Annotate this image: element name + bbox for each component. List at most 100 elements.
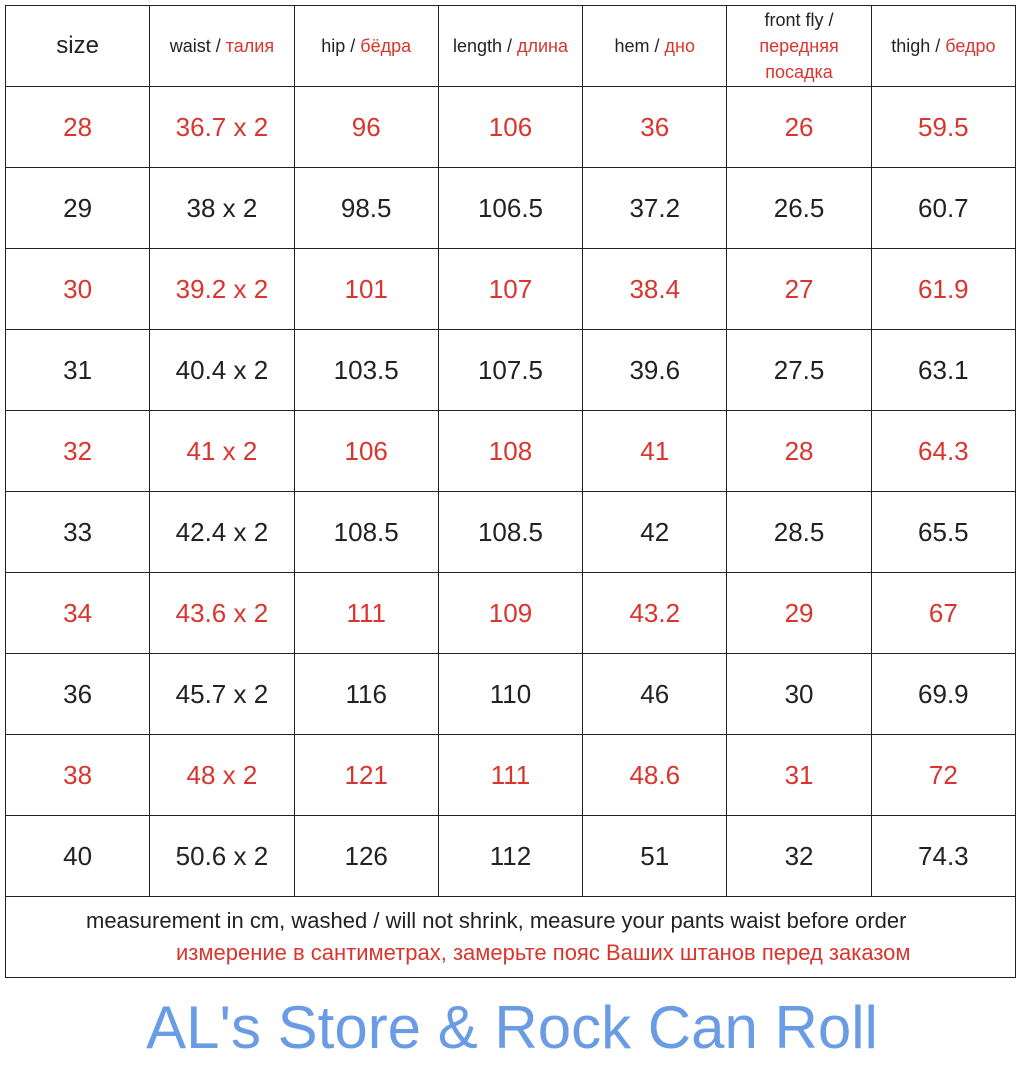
table-cell: 28 <box>726 410 872 492</box>
table-cell: 27 <box>726 248 872 330</box>
table-cell: 51 <box>582 815 728 897</box>
watermark: AL's Store & Rock Can Roll <box>146 994 878 1061</box>
header-en: length / <box>452 36 517 56</box>
table-cell: 31 <box>726 734 872 816</box>
table-cell: 126 <box>293 815 439 897</box>
table-cell: 48 x 2 <box>149 734 295 816</box>
table-cell: 98.5 <box>293 167 439 249</box>
footer-note: measurement in cm, washed / will not shr… <box>5 896 1016 978</box>
footer-note-ru: измерение в сантиметрах, замерьте пояс В… <box>176 940 911 965</box>
table-cell: 106 <box>293 410 439 492</box>
table-cell: 103.5 <box>293 329 439 411</box>
size-chart-table: size waist / талия hip / бёдра length / дли… <box>4 5 1017 978</box>
table-row: 38 48 x 2 121 111 48.6 31 72 <box>4 734 1017 816</box>
header-ru: бёдра <box>360 36 412 56</box>
table-cell: 40.4 x 2 <box>149 329 295 411</box>
table-cell: 32 <box>4 410 151 492</box>
table-cell: 48.6 <box>582 734 728 816</box>
table-row: 33 42.4 x 2 108.5 108.5 42 28.5 65.5 <box>4 491 1017 573</box>
header-cell: front fly / передняя посадка <box>726 5 872 87</box>
table-cell: 43.6 x 2 <box>149 572 295 654</box>
table-cell: 40 <box>4 815 151 897</box>
table-cell: 65.5 <box>870 491 1017 573</box>
header-cell: length / длина <box>437 5 584 87</box>
table-cell: 32 <box>726 815 872 897</box>
header-cell: hem / дно <box>582 5 728 87</box>
table-cell: 43.2 <box>582 572 728 654</box>
table-cell: 109 <box>437 572 584 654</box>
header-cell: thigh / бедро <box>870 5 1017 87</box>
table-cell: 110 <box>437 653 584 735</box>
table-row: 40 50.6 x 2 126 112 51 32 74.3 <box>4 815 1017 897</box>
footer-note-en: measurement in cm, washed / will not shr… <box>86 908 907 933</box>
header-en: thigh / <box>891 36 946 56</box>
table-row: 31 40.4 x 2 103.5 107.5 39.6 27.5 63.1 <box>4 329 1017 411</box>
table-cell: 60.7 <box>870 167 1017 249</box>
table-cell: 36.7 x 2 <box>149 86 295 168</box>
table-cell: 38 <box>4 734 151 816</box>
table-cell: 42.4 x 2 <box>149 491 295 573</box>
table-row: 32 41 x 2 106 108 41 28 64.3 <box>4 410 1017 492</box>
header-ru: дно <box>664 36 696 56</box>
table-row: 29 38 x 2 98.5 106.5 37.2 26.5 60.7 <box>4 167 1017 249</box>
table-cell: 59.5 <box>870 86 1017 168</box>
header-cell: waist / талия <box>149 5 295 87</box>
table-cell: 46 <box>582 653 728 735</box>
table-cell: 26.5 <box>726 167 872 249</box>
table-cell: 28 <box>4 86 151 168</box>
header-en: front fly / <box>764 10 834 30</box>
table-cell: 39.6 <box>582 329 728 411</box>
table-cell: 108.5 <box>437 491 584 573</box>
table-cell: 63.1 <box>870 329 1017 411</box>
table-cell: 50.6 x 2 <box>149 815 295 897</box>
table-row: 30 39.2 x 2 101 107 38.4 27 61.9 <box>4 248 1017 330</box>
table-cell: 121 <box>293 734 439 816</box>
table-cell: 28.5 <box>726 491 872 573</box>
table-cell: 64.3 <box>870 410 1017 492</box>
table-cell: 106.5 <box>437 167 584 249</box>
table-cell: 27.5 <box>726 329 872 411</box>
table-row: 34 43.6 x 2 111 109 43.2 29 67 <box>4 572 1017 654</box>
header-ru: передняя посадка <box>759 36 839 82</box>
table-cell: 107 <box>437 248 584 330</box>
table-cell: 30 <box>4 248 151 330</box>
table-cell: 111 <box>437 734 584 816</box>
header-ru: талия <box>225 36 275 56</box>
table-cell: 108.5 <box>293 491 439 573</box>
header-en: hem / <box>614 36 665 56</box>
header-ru: бедро <box>945 36 996 56</box>
table-cell: 61.9 <box>870 248 1017 330</box>
table-cell: 41 x 2 <box>149 410 295 492</box>
table-cell: 39.2 x 2 <box>149 248 295 330</box>
header-cell: hip / бёдра <box>293 5 439 87</box>
table-cell: 36 <box>4 653 151 735</box>
table-cell: 42 <box>582 491 728 573</box>
header-en: size <box>56 32 99 59</box>
header-en: hip / <box>321 36 361 56</box>
table-row: 28 36.7 x 2 96 106 36 26 59.5 <box>4 86 1017 168</box>
header-ru: длина <box>517 36 569 56</box>
table-cell: 72 <box>870 734 1017 816</box>
table-cell: 33 <box>4 491 151 573</box>
table-cell: 74.3 <box>870 815 1017 897</box>
table-cell: 112 <box>437 815 584 897</box>
table-cell: 45.7 x 2 <box>149 653 295 735</box>
table-cell: 26 <box>726 86 872 168</box>
table-cell: 67 <box>870 572 1017 654</box>
table-cell: 101 <box>293 248 439 330</box>
table-cell: 29 <box>726 572 872 654</box>
table-cell: 34 <box>4 572 151 654</box>
table-cell: 37.2 <box>582 167 728 249</box>
header-en: waist / <box>169 36 226 56</box>
table-cell: 106 <box>437 86 584 168</box>
table-cell: 38.4 <box>582 248 728 330</box>
table-cell: 116 <box>293 653 439 735</box>
header-cell: size <box>4 5 151 87</box>
table-cell: 41 <box>582 410 728 492</box>
table-cell: 111 <box>293 572 439 654</box>
table-cell: 36 <box>582 86 728 168</box>
table-cell: 38 x 2 <box>149 167 295 249</box>
table-cell: 30 <box>726 653 872 735</box>
table-cell: 31 <box>4 329 151 411</box>
header-row: size waist / талия hip / бёдра length / дли… <box>4 5 1017 87</box>
